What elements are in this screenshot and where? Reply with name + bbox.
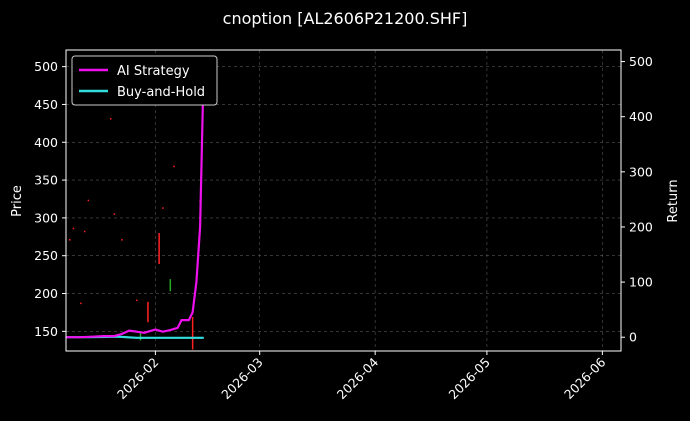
y-left-tick-label: 450	[34, 97, 58, 112]
candle-down	[121, 239, 123, 241]
candle-down	[109, 118, 112, 120]
y-left-tick-label: 250	[34, 248, 58, 263]
plot-frame	[65, 49, 622, 352]
y-right-tick-label: 200	[629, 219, 653, 234]
candle-down	[83, 230, 86, 233]
y-left-tick-label: 200	[34, 286, 58, 301]
candle-down	[158, 233, 160, 265]
y-left-tick-label: 500	[34, 59, 58, 74]
candle-down	[80, 302, 82, 305]
candle-down	[68, 239, 71, 241]
chart-title: cnoption [AL2606P21200.SHF]	[223, 9, 468, 28]
y-axis-left: 150 200 250 300 350 400 450 500	[34, 59, 66, 339]
y-right-tick-label: 300	[629, 164, 653, 179]
y-right-tick-label: 400	[629, 109, 653, 124]
candle-down	[87, 199, 90, 202]
legend-label-strategy: AI Strategy	[117, 64, 190, 79]
candles	[68, 118, 201, 350]
legend: AI Strategy Buy-and-Hold	[71, 55, 218, 106]
legend-box	[71, 55, 218, 106]
candle-down	[136, 299, 138, 302]
y-right-tick-label: 0	[629, 330, 637, 345]
y-axis-right: 0 100 200 300 400 500	[621, 54, 653, 345]
candle-up	[139, 332, 142, 341]
candle-up	[169, 279, 172, 292]
candle-down	[113, 213, 116, 215]
candle-down	[191, 316, 194, 350]
series-lines	[66, 61, 205, 339]
ai-strategy-line	[66, 61, 205, 339]
y-left-tick-label: 400	[34, 135, 58, 150]
y-axis-right-label: Return	[666, 179, 681, 222]
y-left-tick-label: 350	[34, 173, 58, 188]
candle-down	[72, 227, 75, 230]
y-left-tick-label: 150	[34, 324, 58, 339]
candle-down	[173, 165, 175, 168]
legend-label-buyhold: Buy-and-Hold	[117, 85, 205, 100]
y-right-tick-label: 100	[629, 275, 653, 290]
candle-down	[162, 207, 164, 209]
y-axis-left-label: Price	[10, 185, 25, 217]
y-left-tick-label: 300	[34, 210, 58, 225]
y-right-tick-label: 500	[629, 54, 653, 69]
candle-down	[147, 301, 149, 323]
